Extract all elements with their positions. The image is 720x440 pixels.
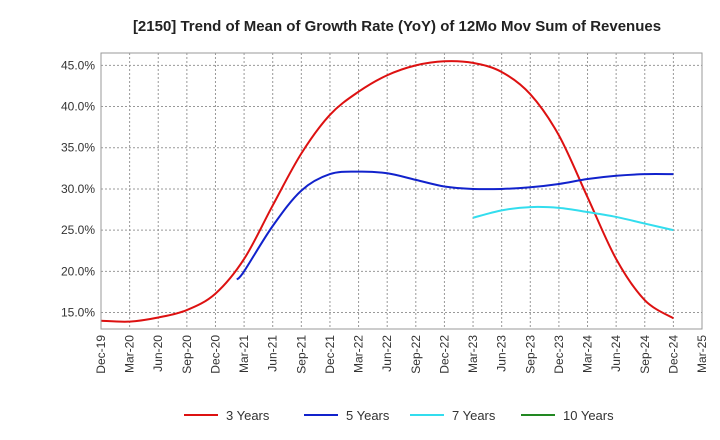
x-axis: Dec-19 Mar-20 Jun-20 Sep-20 Dec-20 Mar-21 Jun-… [94,335,709,374]
x-tick-label: Jun-21 [266,335,280,372]
x-tick-label: Dec-24 [666,335,680,374]
y-tick-label: 40.0% [61,100,95,114]
x-tick-label: Mar-20 [123,335,137,373]
x-tick-label: Jun-23 [495,335,509,372]
x-tick-label: Sep-24 [638,335,652,374]
y-tick-label: 15.0% [61,306,95,320]
series-line-7-years [472,205,674,232]
y-tick-label: 35.0% [61,141,95,155]
x-tick-label: Jun-24 [609,335,623,372]
x-tick-label: Dec-23 [552,335,566,374]
plot-frame [100,52,703,330]
y-tick-label: 25.0% [61,223,95,237]
legend-label-10-years: 10 Years [563,408,614,423]
legend-label-5-years: 5 Years [346,408,390,423]
x-tick-label: Jun-20 [151,335,165,372]
y-axis: 15.0% 20.0% 25.0% 30.0% 35.0% 40.0% 45.0% [61,58,95,319]
x-tick-label: Sep-22 [409,335,423,374]
x-tick-label: Mar-23 [466,335,480,373]
series-line-3-years [100,60,674,323]
x-tick-label: Dec-19 [94,335,108,374]
legend-label-3-years: 3 Years [226,408,270,423]
x-tick-label: Mar-22 [352,335,366,373]
x-tick-label: Sep-23 [523,335,537,374]
chart-title: [2150] Trend of Mean of Growth Rate (YoY… [133,18,661,35]
x-tick-label: Sep-21 [294,335,308,374]
y-tick-label: 45.0% [61,58,95,72]
series-line-5-years [236,170,674,281]
y-tick-label: 20.0% [61,264,95,278]
x-tick-label: Mar-24 [581,335,595,373]
x-tick-label: Dec-20 [208,335,222,374]
x-tick-label: Jun-22 [380,335,394,372]
plot-area [101,53,702,329]
series-layer [100,60,674,323]
legend-label-7-years: 7 Years [452,408,496,423]
legend: 3 Years 5 Years 7 Years 10 Years [184,408,614,423]
x-tick-label: Dec-21 [323,335,337,374]
x-tick-label: Mar-21 [237,335,251,373]
x-tick-label: Mar-25 [695,335,709,373]
y-tick-label: 30.0% [61,182,95,196]
x-tick-label: Sep-20 [180,335,194,374]
x-tick-label: Dec-22 [437,335,451,374]
